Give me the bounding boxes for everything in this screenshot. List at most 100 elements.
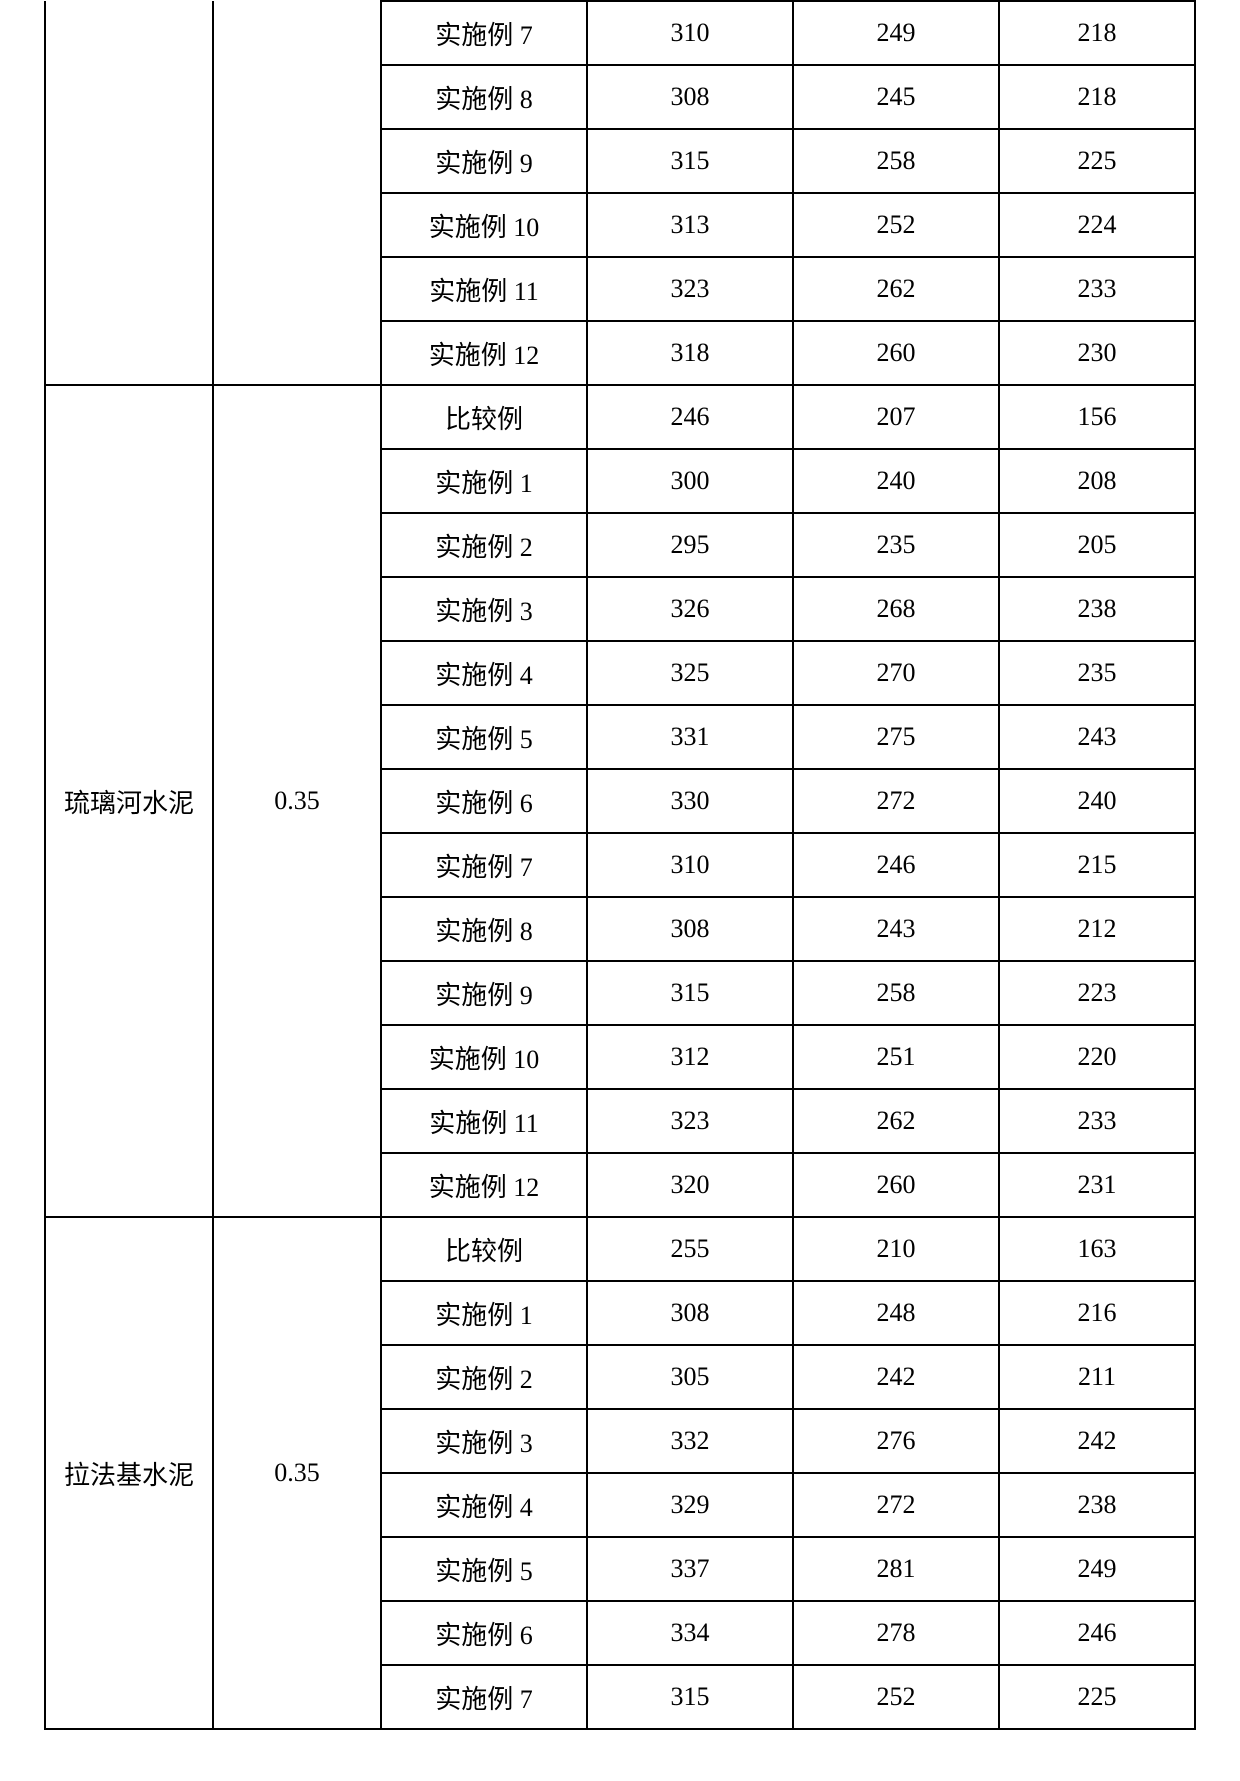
ratio-cell: 0.35 xyxy=(213,385,381,1217)
value-cell: 300 xyxy=(587,449,793,513)
example-label: 实施例 3 xyxy=(381,577,587,641)
value-cell: 240 xyxy=(999,769,1195,833)
example-label: 实施例 12 xyxy=(381,1153,587,1217)
value-cell: 315 xyxy=(587,961,793,1025)
value-cell: 245 xyxy=(793,65,999,129)
value-cell: 310 xyxy=(587,1,793,65)
value-cell: 252 xyxy=(793,1665,999,1729)
value-cell: 258 xyxy=(793,129,999,193)
value-cell: 262 xyxy=(793,1089,999,1153)
value-cell: 240 xyxy=(793,449,999,513)
example-label: 实施例 5 xyxy=(381,1537,587,1601)
value-cell: 238 xyxy=(999,1473,1195,1537)
value-cell: 310 xyxy=(587,833,793,897)
value-cell: 235 xyxy=(793,513,999,577)
cement-name-cell: 拉法基水泥 xyxy=(45,1217,213,1729)
example-label: 实施例 5 xyxy=(381,705,587,769)
value-cell: 231 xyxy=(999,1153,1195,1217)
example-label: 实施例 10 xyxy=(381,1025,587,1089)
value-cell: 330 xyxy=(587,769,793,833)
value-cell: 325 xyxy=(587,641,793,705)
cement-name-cell xyxy=(45,1,213,385)
data-table: 实施例 7 310 249 218 实施例 8 308 245 218 实施例 … xyxy=(44,0,1196,1730)
value-cell: 208 xyxy=(999,449,1195,513)
value-cell: 243 xyxy=(793,897,999,961)
example-label: 比较例 xyxy=(381,1217,587,1281)
value-cell: 216 xyxy=(999,1281,1195,1345)
value-cell: 329 xyxy=(587,1473,793,1537)
example-label: 比较例 xyxy=(381,385,587,449)
value-cell: 242 xyxy=(793,1345,999,1409)
table-row: 琉璃河水泥 0.35 比较例 246 207 156 xyxy=(45,385,1195,449)
value-cell: 230 xyxy=(999,321,1195,385)
value-cell: 295 xyxy=(587,513,793,577)
value-cell: 224 xyxy=(999,193,1195,257)
value-cell: 323 xyxy=(587,257,793,321)
value-cell: 215 xyxy=(999,833,1195,897)
value-cell: 334 xyxy=(587,1601,793,1665)
value-cell: 243 xyxy=(999,705,1195,769)
value-cell: 337 xyxy=(587,1537,793,1601)
value-cell: 281 xyxy=(793,1537,999,1601)
example-label: 实施例 7 xyxy=(381,1,587,65)
value-cell: 318 xyxy=(587,321,793,385)
ratio-cell: 0.35 xyxy=(213,1217,381,1729)
value-cell: 252 xyxy=(793,193,999,257)
value-cell: 308 xyxy=(587,1281,793,1345)
value-cell: 246 xyxy=(587,385,793,449)
value-cell: 275 xyxy=(793,705,999,769)
table-row: 拉法基水泥 0.35 比较例 255 210 163 xyxy=(45,1217,1195,1281)
example-label: 实施例 2 xyxy=(381,513,587,577)
value-cell: 255 xyxy=(587,1217,793,1281)
value-cell: 223 xyxy=(999,961,1195,1025)
value-cell: 163 xyxy=(999,1217,1195,1281)
example-label: 实施例 8 xyxy=(381,65,587,129)
value-cell: 313 xyxy=(587,193,793,257)
value-cell: 278 xyxy=(793,1601,999,1665)
value-cell: 315 xyxy=(587,129,793,193)
example-label: 实施例 8 xyxy=(381,897,587,961)
value-cell: 258 xyxy=(793,961,999,1025)
value-cell: 320 xyxy=(587,1153,793,1217)
example-label: 实施例 10 xyxy=(381,193,587,257)
example-label: 实施例 6 xyxy=(381,1601,587,1665)
example-label: 实施例 9 xyxy=(381,129,587,193)
value-cell: 225 xyxy=(999,1665,1195,1729)
value-cell: 249 xyxy=(793,1,999,65)
value-cell: 233 xyxy=(999,1089,1195,1153)
value-cell: 249 xyxy=(999,1537,1195,1601)
value-cell: 238 xyxy=(999,577,1195,641)
value-cell: 210 xyxy=(793,1217,999,1281)
example-label: 实施例 4 xyxy=(381,641,587,705)
example-label: 实施例 11 xyxy=(381,257,587,321)
value-cell: 262 xyxy=(793,257,999,321)
value-cell: 323 xyxy=(587,1089,793,1153)
value-cell: 246 xyxy=(793,833,999,897)
example-label: 实施例 9 xyxy=(381,961,587,1025)
value-cell: 315 xyxy=(587,1665,793,1729)
value-cell: 235 xyxy=(999,641,1195,705)
example-label: 实施例 1 xyxy=(381,449,587,513)
value-cell: 272 xyxy=(793,769,999,833)
value-cell: 251 xyxy=(793,1025,999,1089)
example-label: 实施例 1 xyxy=(381,1281,587,1345)
value-cell: 225 xyxy=(999,129,1195,193)
value-cell: 268 xyxy=(793,577,999,641)
value-cell: 246 xyxy=(999,1601,1195,1665)
example-label: 实施例 4 xyxy=(381,1473,587,1537)
example-label: 实施例 12 xyxy=(381,321,587,385)
value-cell: 326 xyxy=(587,577,793,641)
value-cell: 270 xyxy=(793,641,999,705)
value-cell: 248 xyxy=(793,1281,999,1345)
value-cell: 207 xyxy=(793,385,999,449)
example-label: 实施例 6 xyxy=(381,769,587,833)
example-label: 实施例 2 xyxy=(381,1345,587,1409)
value-cell: 308 xyxy=(587,65,793,129)
value-cell: 220 xyxy=(999,1025,1195,1089)
cement-name-cell: 琉璃河水泥 xyxy=(45,385,213,1217)
value-cell: 272 xyxy=(793,1473,999,1537)
example-label: 实施例 7 xyxy=(381,1665,587,1729)
value-cell: 331 xyxy=(587,705,793,769)
value-cell: 233 xyxy=(999,257,1195,321)
value-cell: 218 xyxy=(999,65,1195,129)
